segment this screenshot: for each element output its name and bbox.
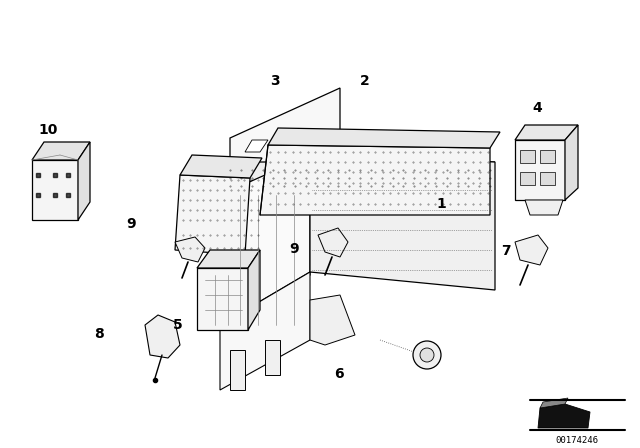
Polygon shape	[268, 128, 500, 148]
Polygon shape	[280, 140, 303, 152]
Polygon shape	[145, 315, 180, 358]
Text: 6: 6	[334, 367, 344, 381]
Polygon shape	[180, 155, 262, 178]
Polygon shape	[220, 152, 310, 325]
Polygon shape	[175, 175, 250, 255]
Text: 4: 4	[532, 100, 543, 115]
Polygon shape	[32, 160, 78, 220]
Polygon shape	[540, 398, 568, 408]
Text: 5: 5	[173, 318, 183, 332]
Text: 8: 8	[94, 327, 104, 341]
FancyBboxPatch shape	[520, 150, 535, 163]
Text: 7: 7	[500, 244, 511, 258]
Polygon shape	[515, 140, 565, 200]
Polygon shape	[78, 142, 90, 220]
Circle shape	[420, 348, 434, 362]
Polygon shape	[318, 228, 348, 257]
Polygon shape	[310, 155, 495, 290]
Polygon shape	[197, 250, 260, 268]
FancyBboxPatch shape	[540, 150, 555, 163]
Polygon shape	[230, 88, 340, 278]
Polygon shape	[248, 250, 260, 330]
Circle shape	[413, 341, 441, 369]
Polygon shape	[32, 142, 90, 160]
Polygon shape	[310, 295, 355, 345]
FancyBboxPatch shape	[540, 172, 555, 185]
Polygon shape	[220, 155, 495, 195]
Polygon shape	[220, 272, 310, 390]
Polygon shape	[265, 340, 280, 375]
Polygon shape	[565, 125, 578, 200]
FancyBboxPatch shape	[520, 172, 535, 185]
Text: 9: 9	[126, 217, 136, 231]
Polygon shape	[260, 145, 490, 215]
Polygon shape	[222, 155, 310, 320]
Polygon shape	[515, 235, 548, 265]
Text: 10: 10	[38, 123, 58, 137]
Text: 3: 3	[270, 73, 280, 88]
Text: 2: 2	[360, 73, 370, 88]
Text: 9: 9	[289, 241, 300, 256]
Polygon shape	[525, 200, 563, 215]
Polygon shape	[538, 404, 590, 428]
Polygon shape	[195, 205, 220, 240]
Polygon shape	[175, 237, 205, 262]
Text: 1: 1	[436, 197, 447, 211]
Polygon shape	[515, 125, 578, 140]
Polygon shape	[230, 350, 245, 390]
Polygon shape	[197, 268, 248, 330]
Polygon shape	[245, 140, 268, 152]
Text: 00174246: 00174246	[556, 435, 598, 444]
